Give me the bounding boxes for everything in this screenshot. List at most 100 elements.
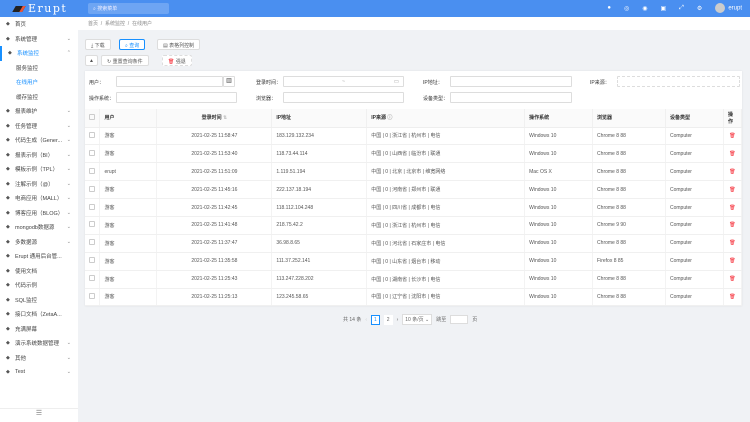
delete-button[interactable]: 🗑: [723, 288, 743, 307]
goto-page-input[interactable]: [450, 315, 469, 324]
table-row[interactable]: 游客 2021-02-25 11:25:13 123.245.58.65 中国 | 0…: [85, 288, 743, 307]
sidebar-item[interactable]: ◆ 报表维护 ⌄: [0, 104, 78, 119]
breadcrumb-home[interactable]: 首页: [88, 21, 99, 27]
login-time-range-input[interactable]: ~ ▭: [283, 76, 404, 87]
sidebar-item[interactable]: ◆ mongodb数据源 ⌄: [0, 220, 78, 235]
delete-button[interactable]: 🗑: [723, 216, 743, 235]
table-row[interactable]: 游客 2021-02-25 11:45:16 222.137.18.194 中国 | …: [85, 180, 743, 200]
table-row[interactable]: 游客 2021-02-25 11:25:43 113.247.228.202 中国 |…: [85, 270, 743, 289]
reset-query-button[interactable]: ↻ 重置查询条件: [101, 55, 149, 66]
delete-button[interactable]: 🗑: [723, 252, 743, 271]
row-checkbox[interactable]: [85, 252, 101, 271]
sidebar-item[interactable]: ◆ Test ⌄: [0, 365, 78, 380]
page-2[interactable]: 2: [383, 314, 393, 325]
sidebar-item[interactable]: ◆ Erupt 通用后台管...: [0, 249, 78, 264]
row-checkbox[interactable]: [85, 180, 101, 200]
column-login-time[interactable]: 登录时间 ⇅: [156, 109, 273, 128]
prev-page-button[interactable]: ‹: [365, 316, 368, 323]
next-page-button[interactable]: ›: [396, 316, 399, 323]
chevron-down-icon: ⌄: [66, 340, 71, 347]
sidebar-item-label: 使用文档: [15, 268, 38, 275]
sidebar-item[interactable]: 缓存监控: [0, 90, 78, 105]
delete-button[interactable]: 🗑: [723, 198, 743, 217]
calendar-icon: ▭: [393, 79, 399, 85]
cell-ip: 111.37.252.141: [271, 252, 368, 271]
sidebar-item[interactable]: ◆ 电商应用（MALL） ⌄: [0, 191, 78, 206]
menu-search-input[interactable]: ⌕ 搜索菜单: [88, 3, 169, 14]
qq-icon[interactable]: ●: [607, 5, 611, 11]
video-icon[interactable]: ▣: [660, 5, 667, 12]
table-row[interactable]: 游客 2021-02-25 11:58:47 183.129.132.234 中国 |…: [85, 127, 743, 146]
user-filter-list-button[interactable]: ▥: [223, 76, 235, 87]
sidebar-item[interactable]: ◆ 多数据源 ⌄: [0, 235, 78, 250]
cell-login-time: 2021-02-25 11:37:47: [156, 234, 273, 253]
delete-button[interactable]: 🗑: [723, 180, 743, 200]
gitee-icon[interactable]: ◉: [642, 5, 648, 12]
fullscreen-icon[interactable]: ⤢: [679, 4, 684, 11]
sidebar-item[interactable]: ◆ 首页: [0, 17, 78, 32]
table-row[interactable]: 游客 2021-02-25 11:41:48 218.75.42.2 中国 | 0 |…: [85, 216, 743, 235]
sidebar-item[interactable]: ◆ 其他 ⌄: [0, 351, 78, 366]
delete-button[interactable]: 🗑: [723, 144, 743, 164]
logo[interactable]: Erupt: [12, 2, 67, 15]
sidebar-item[interactable]: ◆ 任务管理 ⌄: [0, 119, 78, 134]
row-checkbox[interactable]: [85, 234, 101, 253]
ip-source-filter-input[interactable]: [617, 76, 740, 87]
user-menu[interactable]: erupt: [715, 3, 742, 13]
sidebar-item[interactable]: ◆ 模板示例（TPL） ⌄: [0, 162, 78, 177]
row-checkbox[interactable]: [85, 162, 101, 182]
delete-button[interactable]: 🗑: [723, 234, 743, 253]
sidebar-item[interactable]: ◆ 演示系统数据管理 ⌄: [0, 336, 78, 351]
delete-button[interactable]: 🗑: [723, 127, 743, 146]
row-checkbox[interactable]: [85, 270, 101, 289]
settings-icon[interactable]: ⚙: [696, 5, 703, 12]
sidebar-item[interactable]: ◆ 代码示例: [0, 278, 78, 293]
query-button[interactable]: ⌕ 查询: [119, 39, 146, 50]
sidebar-item[interactable]: ◆ SQL监控: [0, 293, 78, 308]
ip-filter-input[interactable]: [450, 76, 572, 87]
user-filter-input[interactable]: [116, 76, 223, 87]
page-1[interactable]: 1: [371, 314, 380, 325]
table-row[interactable]: 游客 2021-02-25 11:42:45 118.112.104.248 中国 |…: [85, 198, 743, 217]
table-row[interactable]: erupt 2021-02-25 11:51:09 1.119.51.194 中国 |…: [85, 162, 743, 182]
sidebar-item[interactable]: ◆ 博客应用（BLOG） ⌄: [0, 206, 78, 221]
breadcrumb-system-monitor[interactable]: 系统监控: [104, 21, 125, 27]
row-checkbox[interactable]: [85, 216, 101, 235]
collapse-filter-button[interactable]: ▲: [85, 55, 98, 66]
sidebar-item[interactable]: 在线用户: [0, 75, 78, 90]
page-size-select[interactable]: 10 条/页 ⌄: [402, 314, 433, 325]
download-button[interactable]: ⤓ 下载: [85, 39, 111, 50]
help-icon[interactable]: ⓘ: [387, 115, 393, 122]
sort-icon[interactable]: ⇅: [222, 115, 228, 122]
delete-button[interactable]: 🗑: [723, 162, 743, 182]
table-row[interactable]: 游客 2021-02-25 11:37:47 36.98.8.65 中国 | 0 | …: [85, 234, 743, 253]
doc-icon: ◆: [6, 267, 10, 274]
row-checkbox[interactable]: [85, 127, 101, 146]
browser-filter-input[interactable]: [283, 92, 404, 103]
row-checkbox[interactable]: [85, 198, 101, 217]
select-all-checkbox[interactable]: [85, 109, 101, 128]
sidebar-item[interactable]: ◆ 系统监控 ⌃: [0, 46, 78, 61]
data-icon: ◆: [6, 340, 10, 347]
sidebar-item[interactable]: ◆ 系统管理 ⌄: [0, 32, 78, 47]
kick-out-button[interactable]: 🗑 强退: [162, 55, 192, 66]
sidebar-item-label: 接口文档（ZetaA...: [15, 312, 62, 319]
table-row[interactable]: 游客 2021-02-25 11:53:40 118.73.44.114 中国 | 0…: [85, 144, 743, 164]
collapse-sidebar-button[interactable]: ☰: [0, 408, 78, 422]
sidebar-item-label: 充满屏幕: [15, 326, 38, 333]
sidebar-item[interactable]: 服务监控: [0, 61, 78, 76]
sidebar-item[interactable]: ◆ 报表示例（BI） ⌄: [0, 148, 78, 163]
row-checkbox[interactable]: [85, 144, 101, 164]
sidebar-item[interactable]: ◆ 充满屏幕: [0, 322, 78, 337]
column-control-button[interactable]: ▤ 表格列控制: [157, 39, 201, 50]
table-row[interactable]: 游客 2021-02-25 11:35:58 111.37.252.141 中国 | …: [85, 252, 743, 271]
row-checkbox[interactable]: [85, 288, 101, 307]
github-icon[interactable]: ◎: [623, 5, 630, 12]
device-filter-input[interactable]: [450, 92, 572, 103]
sidebar-item[interactable]: ◆ 注解示例（@） ⌄: [0, 177, 78, 192]
sidebar-item[interactable]: ◆ 代码生成（Gener... ⌄: [0, 133, 78, 148]
sidebar-item[interactable]: ◆ 接口文档（ZetaA...: [0, 307, 78, 322]
os-filter-input[interactable]: [116, 92, 237, 103]
delete-button[interactable]: 🗑: [723, 270, 743, 289]
sidebar-item[interactable]: ◆ 使用文档: [0, 264, 78, 279]
